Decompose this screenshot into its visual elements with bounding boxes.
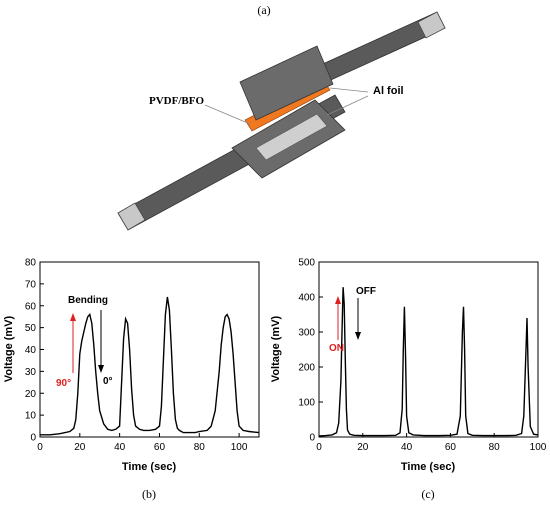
chart-b-ytick-label-2: 20	[25, 389, 37, 400]
chart-c-xtick-label-3: 60	[445, 442, 457, 453]
chart-c-down-arrowhead	[355, 332, 361, 340]
chart-c-ytick-label-3: 300	[298, 328, 315, 339]
chart-b-up-arrowhead	[70, 313, 76, 321]
chart-c-frame	[318, 261, 539, 438]
chart-b-series-line	[40, 296, 260, 436]
chart-c-off-label: OFF	[356, 286, 376, 297]
chart-c-ticks: 0 20 40 60 80 100 0 100 200 300 400 500	[298, 258, 546, 454]
al-foil-label: Al foil	[373, 85, 404, 97]
chart-b-xtick-label-2: 40	[114, 442, 126, 453]
chart-c-ylabel: Voltage (mV)	[270, 315, 282, 382]
leader-al-2	[326, 95, 369, 116]
chart-c-ytick-label-1: 100	[298, 398, 315, 409]
chart-c-xtick-label-0: 0	[316, 442, 322, 453]
chart-b-ytick-label-7: 70	[25, 279, 37, 290]
leader-pvdf	[204, 104, 251, 125]
bottom-tab	[117, 202, 146, 231]
device-schematic: (a) PVDF/BFO Al foil	[117, 3, 446, 231]
chart-c-xtick-label-4: 80	[489, 442, 501, 453]
chart-b-ytick-label-1: 10	[25, 411, 37, 422]
chart-b-ytick-label-4: 40	[25, 345, 37, 356]
chart-b-down-label: 0°	[103, 376, 113, 387]
chart-b-xtick-label-0: 0	[37, 442, 43, 453]
leader-al-1	[329, 87, 369, 93]
chart-c-xlabel: Time (sec)	[401, 461, 456, 473]
chart-c-on-label: ON	[329, 343, 344, 354]
panel-label-b: (b)	[142, 487, 156, 501]
top-tab	[417, 11, 446, 39]
chart-b-ytick-label-0: 0	[30, 433, 36, 444]
panel-label-a: (a)	[257, 3, 270, 17]
chart-b-xtick-label-5: 100	[231, 442, 248, 453]
chart-b-xtick-label-1: 20	[74, 442, 86, 453]
chart-c-xtick-label-1: 20	[357, 442, 369, 453]
chart-b-xtick-label-4: 80	[194, 442, 206, 453]
chart-b-ytick-label-6: 60	[25, 301, 37, 312]
chart-c-xtick-label-2: 40	[401, 442, 413, 453]
pvdf-bfo-label: PVDF/BFO	[149, 95, 204, 107]
chart-b-xtick-label-3: 60	[154, 442, 166, 453]
chart-b-ticks: 0 20 40 60 80 100 0 10 20 30 40 50 60 70 80	[25, 258, 248, 454]
chart-b-down-arrowhead	[98, 365, 104, 373]
chart-b-ylabel: Voltage (mV)	[3, 315, 15, 382]
chart-b: 0 20 40 60 80 100 0 10 20 30 40 50 60 70 80 Time (sec)…	[3, 258, 260, 473]
top-plate	[239, 45, 334, 121]
chart-b-ytick-label-3: 30	[25, 367, 37, 378]
chart-b-ytick-label-8: 80	[25, 258, 37, 269]
chart-c-series-line	[318, 287, 539, 437]
chart-c-ytick-label-5: 500	[298, 258, 315, 269]
chart-b-bending-label: Bending	[68, 295, 108, 306]
chart-c-ytick-label-2: 200	[298, 363, 315, 374]
panel-label-c: (c)	[421, 487, 434, 501]
chart-b-ytick-label-5: 50	[25, 323, 37, 334]
chart-b-xlabel: Time (sec)	[122, 461, 177, 473]
chart-c-up-arrowhead	[335, 296, 341, 304]
chart-c-ytick-label-4: 400	[298, 293, 315, 304]
chart-b-up-label: 90°	[56, 378, 71, 389]
chart-c-ytick-label-0: 0	[309, 433, 315, 444]
bottom-plate-window	[255, 113, 328, 161]
chart-c-xtick-label-5: 100	[530, 442, 547, 453]
